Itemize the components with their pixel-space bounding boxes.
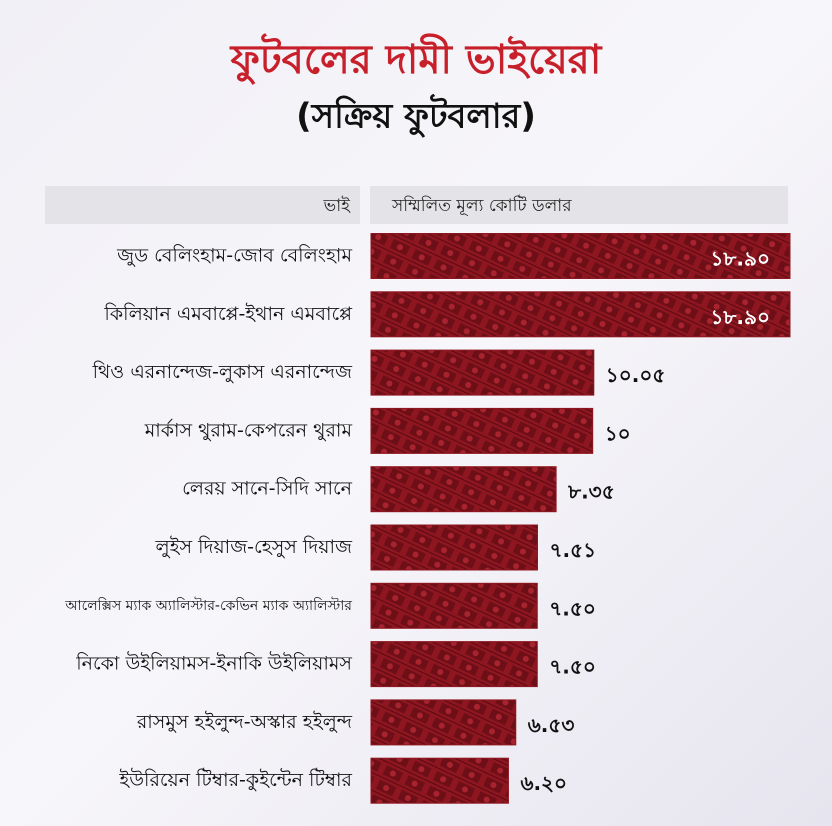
- bar: [370, 699, 517, 746]
- bar: [370, 407, 594, 454]
- value-label: ১০.০৫: [606, 363, 666, 387]
- value-label: ৬.২০: [520, 771, 567, 795]
- value-label: ৭.৫১: [549, 538, 596, 562]
- value-header: সম্মিলিত মূল্য কোটি ডলার: [391, 195, 572, 216]
- bar: [370, 524, 538, 571]
- bar: [370, 757, 509, 804]
- category-label: লেরয় সানে-সিদি সানে: [182, 478, 353, 500]
- category-label: রাসমুস হইলুন্দ-অস্কার হইলুন্দ: [136, 711, 353, 733]
- value-label: ১৮.৯০: [710, 247, 770, 271]
- bar: [370, 233, 791, 279]
- value-label: ৭.৫০: [549, 655, 596, 679]
- value-label: ১০: [605, 421, 631, 445]
- category-label: কিলিয়ান এমবাপ্পে-ইথান এমবাপ্পে: [103, 303, 353, 325]
- category-label: লুইস দিয়াজ-হেসুস দিয়াজ: [154, 536, 353, 558]
- category-label: থিও এরনান্দেজ-লুকাস এরনান্দেজ: [92, 361, 353, 383]
- value-label: ৬.৫৩: [528, 713, 575, 737]
- category-header: ভাই: [323, 196, 352, 216]
- category-label: মার্কাস থুরাম-কেপরেন থুরাম: [144, 418, 353, 441]
- category-label: নিকো উইলিয়ামস-ইনাকি উইলিয়ামস: [75, 652, 352, 675]
- category-label: আলেক্সিস ম্যাক অ্যালিস্টার-কেভিন ম্যাক অ…: [64, 597, 352, 614]
- bar: [370, 582, 538, 629]
- category-label: জুড বেলিংহাম-জোব বেলিংহাম: [116, 245, 352, 268]
- value-label: ১৮.৯০: [710, 305, 770, 329]
- bar: [370, 641, 538, 688]
- chart-subtitle: (সক্রিয় ফুটবলার): [296, 94, 536, 138]
- header-band: [45, 186, 788, 224]
- bar: [370, 466, 557, 513]
- bar: [370, 291, 791, 338]
- value-label: ৮.৩৫: [567, 480, 615, 504]
- bar: [370, 349, 595, 396]
- category-label: ইউরিয়েন টিম্বার-কুইন্টেন টিম্বার: [118, 768, 352, 791]
- value-label: ৭.৫০: [549, 596, 596, 620]
- chart-title: ফুটবলের দামী ভাইয়েরা: [229, 33, 603, 85]
- header-divider: [360, 186, 370, 224]
